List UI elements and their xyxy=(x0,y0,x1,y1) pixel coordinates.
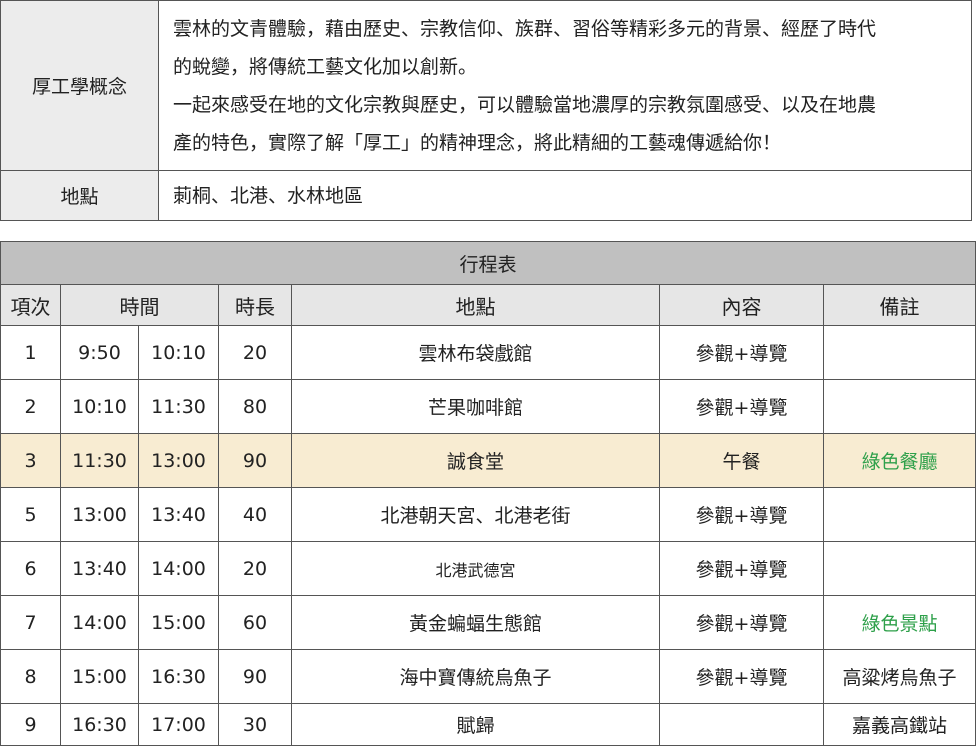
info-table: 厚工學概念 雲林的文青體驗，藉由歷史、宗教信仰、族群、習俗等精彩多元的背景、經歷… xyxy=(0,0,972,221)
note: 嘉義高鐵站 xyxy=(822,703,976,746)
duration: 20 xyxy=(218,325,292,380)
note xyxy=(822,325,976,380)
end-time: 13:40 xyxy=(138,487,219,542)
concept-line: 雲林的文青體驗，藉由歷史、宗教信仰、族群、習俗等精彩多元的背景、經歷了時代 xyxy=(173,17,877,40)
end-time: 16:30 xyxy=(138,649,219,704)
concept-label: 厚工學概念 xyxy=(0,0,159,171)
schedule-row: 1 9:50 10:10 20 雲林布袋戲館 參觀+導覽 xyxy=(0,325,976,380)
start-time: 13:40 xyxy=(60,541,139,596)
item-number: 1 xyxy=(0,325,61,380)
content: 午餐 xyxy=(659,433,824,488)
duration: 20 xyxy=(218,541,292,596)
content: 參觀+導覽 xyxy=(659,649,824,704)
note: 綠色景點 xyxy=(822,595,976,650)
header-note: 備註 xyxy=(822,284,976,326)
header-place: 地點 xyxy=(291,284,660,326)
content: 參觀+導覽 xyxy=(659,595,824,650)
place: 賦歸 xyxy=(291,703,660,746)
schedule-row: 2 10:10 11:30 80 芒果咖啡館 參觀+導覽 xyxy=(0,379,976,434)
concept-line: 一起來感受在地的文化宗教與歷史，可以體驗當地濃厚的宗教氛圍感受、以及在地農 xyxy=(173,93,877,116)
end-time: 14:00 xyxy=(138,541,219,596)
place: 海中寶傳統烏魚子 xyxy=(291,649,660,704)
duration: 60 xyxy=(218,595,292,650)
note xyxy=(822,379,976,434)
location-value: 莿桐、北港、水林地區 xyxy=(158,170,972,221)
content xyxy=(659,703,824,746)
end-time: 17:00 xyxy=(138,703,219,746)
duration: 30 xyxy=(218,703,292,746)
header-time: 時間 xyxy=(60,284,219,326)
schedule-row: 8 15:00 16:30 90 海中寶傳統烏魚子 參觀+導覽 高粱烤烏魚子 xyxy=(0,649,976,704)
schedule-table: 行程表 項次 時間 時長 地點 內容 備註 1 9:50 10:10 20 雲林布袋戲館… xyxy=(0,241,976,746)
schedule-row: 9 16:30 17:00 30 賦歸 嘉義高鐵站 xyxy=(0,703,976,746)
end-time: 11:30 xyxy=(138,379,219,434)
concept-line: 的蛻變，將傳統工藝文化加以創新。 xyxy=(173,55,478,78)
content: 參觀+導覽 xyxy=(659,487,824,542)
note xyxy=(822,487,976,542)
duration: 80 xyxy=(218,379,292,434)
item-number: 2 xyxy=(0,379,61,434)
item-number: 6 xyxy=(0,541,61,596)
note: 綠色餐廳 xyxy=(822,433,976,488)
content: 參觀+導覽 xyxy=(659,379,824,434)
note xyxy=(822,541,976,596)
end-time: 15:00 xyxy=(138,595,219,650)
content: 參觀+導覽 xyxy=(659,325,824,380)
place: 北港朝天宮、北港老街 xyxy=(291,487,660,542)
item-number: 8 xyxy=(0,649,61,704)
note: 高粱烤烏魚子 xyxy=(822,649,976,704)
concept-text: 雲林的文青體驗，藉由歷史、宗教信仰、族群、習俗等精彩多元的背景、經歷了時代 的蛻… xyxy=(158,0,972,171)
place: 雲林布袋戲館 xyxy=(291,325,660,380)
end-time: 13:00 xyxy=(138,433,219,488)
place: 黃金蝙蝠生態館 xyxy=(291,595,660,650)
item-number: 3 xyxy=(0,433,61,488)
duration: 90 xyxy=(218,433,292,488)
start-time: 10:10 xyxy=(60,379,139,434)
duration: 40 xyxy=(218,487,292,542)
location-label: 地點 xyxy=(0,170,159,221)
start-time: 16:30 xyxy=(60,703,139,746)
item-number: 5 xyxy=(0,487,61,542)
start-time: 15:00 xyxy=(60,649,139,704)
schedule-row: 3 11:30 13:00 90 誠食堂 午餐 綠色餐廳 xyxy=(0,433,976,488)
item-number: 7 xyxy=(0,595,61,650)
place: 誠食堂 xyxy=(291,433,660,488)
start-time: 14:00 xyxy=(60,595,139,650)
duration: 90 xyxy=(218,649,292,704)
schedule-row: 5 13:00 13:40 40 北港朝天宮、北港老街 參觀+導覽 xyxy=(0,487,976,542)
schedule-row: 6 13:40 14:00 20 北港武德宮 參觀+導覽 xyxy=(0,541,976,596)
header-content: 內容 xyxy=(659,284,824,326)
schedule-row: 7 14:00 15:00 60 黃金蝙蝠生態館 參觀+導覽 綠色景點 xyxy=(0,595,976,650)
start-time: 11:30 xyxy=(60,433,139,488)
header-duration: 時長 xyxy=(218,284,292,326)
start-time: 9:50 xyxy=(60,325,139,380)
concept-line: 產的特色，實際了解「厚工」的精神理念，將此精細的工藝魂傳遞給你！ xyxy=(173,131,782,154)
content: 參觀+導覽 xyxy=(659,541,824,596)
schedule-title: 行程表 xyxy=(0,241,976,285)
place: 芒果咖啡館 xyxy=(291,379,660,434)
item-number: 9 xyxy=(0,703,61,746)
end-time: 10:10 xyxy=(138,325,219,380)
start-time: 13:00 xyxy=(60,487,139,542)
header-no: 項次 xyxy=(0,284,61,326)
place: 北港武德宮 xyxy=(291,541,660,596)
